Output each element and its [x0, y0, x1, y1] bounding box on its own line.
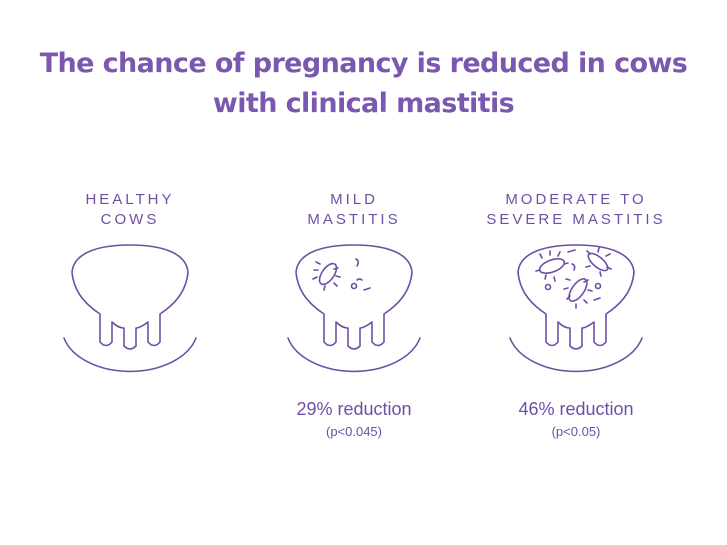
- bacteria-icon: [312, 261, 341, 291]
- bacteria-icon: [571, 263, 576, 271]
- bacteria-icon: [593, 297, 601, 301]
- reduction-text: 46% reduction: [518, 399, 634, 419]
- group-label-line-1: MILD: [330, 191, 378, 208]
- group-label: MILD MASTITIS: [244, 190, 464, 234]
- title-line-1: The chance of pregnancy is reduced in co…: [39, 48, 688, 79]
- group-severe-mastitis: MODERATE TO SEVERE MASTITIS 46% reductio…: [466, 190, 686, 439]
- group-label-line-2: COWS: [100, 211, 160, 228]
- reduction-text: 29% reduction: [296, 399, 412, 419]
- group-healthy: HEALTHY COWS: [20, 190, 240, 398]
- p-value-text: (p<0.045): [325, 424, 382, 439]
- page-title: The chance of pregnancy is reduced in co…: [0, 44, 727, 124]
- title-line-2: with clinical mastitis: [212, 88, 515, 119]
- bacteria-icon: [535, 250, 569, 282]
- bacteria-icon: [544, 283, 552, 291]
- bacteria-icon: [363, 287, 371, 291]
- healthy-udder-icon: [63, 244, 197, 373]
- group-label-line-2: SEVERE MASTITIS: [486, 211, 666, 228]
- group-mild-mastitis: MILD MASTITIS 29% reduction (p<0.045): [244, 190, 464, 439]
- bacteria-icon: [355, 258, 360, 267]
- group-label-line-1: MODERATE TO: [505, 191, 647, 208]
- group-label-line-2: MASTITIS: [307, 211, 401, 228]
- bacteria-icon: [585, 247, 612, 277]
- bacteria-icon: [350, 282, 358, 290]
- mild-mastitis-udder-icon: [287, 244, 421, 373]
- group-label: HEALTHY COWS: [20, 190, 240, 234]
- group-label-line-1: HEALTHY: [85, 191, 175, 208]
- bacteria-icon: [563, 278, 593, 309]
- bacteria-icon: [567, 249, 576, 253]
- bacteria-icon: [594, 282, 602, 290]
- bacteria-icon: [356, 278, 363, 281]
- group-label: MODERATE TO SEVERE MASTITIS: [466, 190, 686, 234]
- p-value-text: (p<0.05): [551, 424, 601, 439]
- severe-mastitis-udder-icon: [509, 244, 643, 373]
